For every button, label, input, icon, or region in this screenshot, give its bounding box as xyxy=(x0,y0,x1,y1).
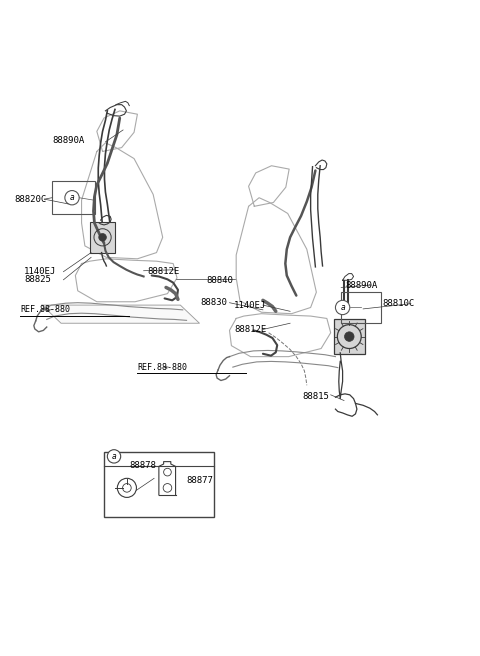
FancyBboxPatch shape xyxy=(334,319,364,354)
Text: 88815: 88815 xyxy=(302,392,329,401)
Text: REF.88-880: REF.88-880 xyxy=(21,305,71,314)
Text: 88890A: 88890A xyxy=(345,281,377,289)
Text: 88812E: 88812E xyxy=(234,325,266,334)
Text: 88877: 88877 xyxy=(187,476,214,485)
Text: 88825: 88825 xyxy=(24,276,51,284)
Text: 1140EJ: 1140EJ xyxy=(234,300,266,310)
Circle shape xyxy=(108,450,120,463)
Text: 88812E: 88812E xyxy=(147,267,179,276)
Text: 88810C: 88810C xyxy=(382,299,414,308)
Text: 1140EJ: 1140EJ xyxy=(24,267,57,276)
Text: REF.88-880: REF.88-880 xyxy=(137,363,187,372)
Polygon shape xyxy=(42,305,199,323)
Text: 88820C: 88820C xyxy=(15,195,47,203)
Bar xyxy=(341,292,381,323)
Circle shape xyxy=(345,332,354,341)
Text: a: a xyxy=(112,452,116,461)
Text: 88890A: 88890A xyxy=(53,136,85,145)
Circle shape xyxy=(99,234,107,241)
Bar xyxy=(52,182,96,215)
Bar xyxy=(104,452,214,516)
FancyBboxPatch shape xyxy=(90,222,115,253)
Text: a: a xyxy=(340,303,345,312)
Circle shape xyxy=(65,190,79,205)
Text: a: a xyxy=(70,194,74,202)
Text: 88878: 88878 xyxy=(129,461,156,470)
Text: 88830: 88830 xyxy=(201,298,228,307)
Text: 88840: 88840 xyxy=(206,276,233,285)
Circle shape xyxy=(336,300,350,315)
